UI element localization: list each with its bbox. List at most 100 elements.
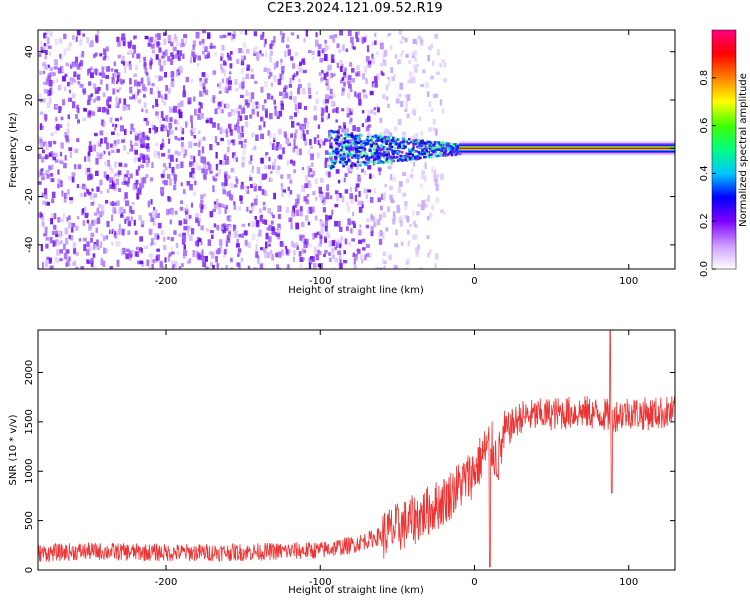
heatmap-cell bbox=[361, 149, 364, 152]
colorbar bbox=[711, 29, 737, 270]
heatmap-cell bbox=[40, 245, 43, 252]
heatmap-cell bbox=[328, 95, 333, 99]
heatmap-cell bbox=[351, 161, 354, 165]
heatmap-cell bbox=[379, 42, 384, 50]
heatmap-cell bbox=[134, 251, 138, 257]
heatmap-cell bbox=[348, 242, 351, 246]
heatmap-cell bbox=[408, 60, 411, 64]
heatmap-cell bbox=[151, 49, 155, 54]
heatmap-cell bbox=[263, 190, 268, 196]
heatmap-cell bbox=[150, 215, 154, 222]
heatmap-cell bbox=[173, 261, 178, 267]
heatmap-cell bbox=[96, 106, 99, 110]
heatmap-cell bbox=[103, 121, 107, 126]
heatmap-cell bbox=[183, 34, 188, 39]
heatmap-cell bbox=[335, 141, 338, 145]
heatmap-cell bbox=[163, 38, 167, 45]
heatmap-cell bbox=[367, 60, 372, 65]
heatmap-cell bbox=[58, 106, 62, 112]
heatmap-cell bbox=[319, 220, 323, 227]
heatmap-cell bbox=[374, 81, 378, 88]
heatmap-cell bbox=[417, 154, 421, 157]
heatmap-cell bbox=[397, 119, 402, 125]
heatmap-cell bbox=[373, 222, 377, 228]
heatmap-cell bbox=[103, 137, 108, 144]
heatmap-cell bbox=[227, 146, 230, 153]
heatmap-cell bbox=[222, 129, 227, 133]
heatmap-cell bbox=[336, 132, 340, 138]
heatmap-cell bbox=[113, 61, 116, 67]
heatmap-cell bbox=[376, 152, 379, 155]
heatmap-cell bbox=[193, 191, 197, 196]
heatmap-cell bbox=[276, 264, 279, 269]
colorbar-tick-label: 0.0 bbox=[699, 261, 710, 277]
heatmap-cell bbox=[56, 123, 60, 131]
heatmap-cell bbox=[334, 221, 339, 227]
heatmap-cell bbox=[149, 36, 154, 43]
heatmap-cell bbox=[68, 42, 72, 47]
heatmap-cell bbox=[413, 64, 416, 69]
heatmap-cell bbox=[279, 91, 283, 96]
heatmap-cell bbox=[51, 198, 55, 204]
heatmap-cell bbox=[250, 155, 253, 161]
heatmap-cell bbox=[140, 177, 144, 184]
heatmap-cell bbox=[329, 164, 332, 168]
heatmap-cell bbox=[357, 249, 361, 255]
heatmap-cell bbox=[280, 66, 285, 73]
heatmap-cell bbox=[148, 228, 153, 235]
heatmap-cell bbox=[281, 71, 284, 78]
heatmap-cell bbox=[209, 144, 213, 151]
heatmap-cell bbox=[385, 154, 388, 157]
heatmap-cell bbox=[206, 53, 211, 59]
heatmap-cell bbox=[392, 211, 396, 218]
heatmap-cell bbox=[156, 248, 160, 252]
heatmap-cell bbox=[152, 221, 156, 226]
heatmap-cell bbox=[374, 40, 377, 45]
heatmap-cell bbox=[60, 142, 64, 149]
heatmap-cell bbox=[418, 142, 421, 146]
heatmap-cell bbox=[315, 91, 318, 96]
heatmap-cell bbox=[425, 150, 428, 153]
heatmap-cell bbox=[160, 124, 165, 128]
heatmap-cell bbox=[284, 245, 288, 250]
heatmap-cell bbox=[191, 127, 196, 134]
heatmap-cell bbox=[281, 192, 285, 198]
heatmap-cell bbox=[124, 174, 128, 178]
heatmap-cell bbox=[378, 168, 381, 176]
heatmap-cell bbox=[407, 240, 410, 247]
heatmap-cell bbox=[444, 149, 448, 153]
heatmap-cell bbox=[231, 109, 236, 116]
heatmap-cell bbox=[358, 239, 362, 244]
heatmap-cell bbox=[112, 207, 116, 214]
heatmap-cell bbox=[417, 157, 420, 160]
heatmap-cell bbox=[90, 93, 93, 97]
heatmap-cell bbox=[49, 236, 53, 244]
heatmap-cell bbox=[173, 230, 177, 235]
heatmap-cell bbox=[315, 39, 319, 47]
heatmap-cell bbox=[453, 146, 456, 149]
heatmap-cell bbox=[204, 168, 208, 175]
heatmap-cell bbox=[111, 180, 115, 188]
heatmap-cell bbox=[332, 36, 335, 43]
heatmap-cell bbox=[52, 191, 56, 198]
heatmap-cell bbox=[140, 164, 144, 169]
heatmap-cell bbox=[258, 229, 262, 236]
heatmap-cell bbox=[90, 66, 94, 71]
heatmap-cell bbox=[297, 87, 301, 95]
heatmap-cell bbox=[420, 39, 424, 46]
heatmap-cell bbox=[137, 165, 141, 171]
heatmap-cell bbox=[240, 257, 244, 262]
heatmap-cell bbox=[177, 55, 181, 61]
heatmap-cell bbox=[39, 40, 43, 46]
heatmap-cell bbox=[242, 149, 246, 156]
heatmap-cell bbox=[100, 233, 103, 237]
heatmap-cell bbox=[74, 164, 77, 170]
heatmap-cell bbox=[404, 108, 408, 112]
heatmap-cell bbox=[413, 139, 416, 142]
heatmap-cell bbox=[332, 267, 336, 269]
heatmap-cell bbox=[54, 152, 58, 157]
heatmap-cell bbox=[402, 131, 406, 136]
heatmap-cell bbox=[363, 142, 366, 145]
heatmap-cell bbox=[367, 161, 370, 164]
heatmap-cell bbox=[431, 205, 435, 211]
